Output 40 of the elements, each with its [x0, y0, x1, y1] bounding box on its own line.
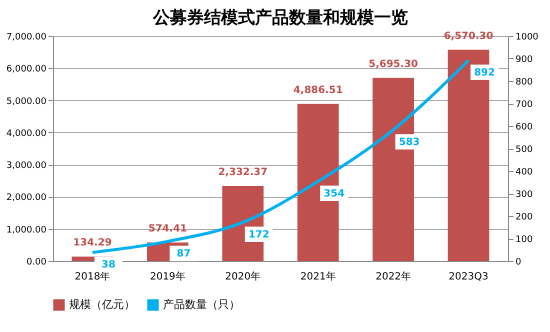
chart-title: 公募券结模式产品数量和规模一览 — [152, 8, 408, 28]
y2-tick-label: 0 — [516, 258, 522, 268]
y-tick-label: 5,000.00 — [6, 96, 47, 107]
y-tick-label: 0.00 — [26, 258, 47, 268]
data-label: 574.41 — [148, 224, 188, 235]
legend-label: 产品数量（只） — [163, 298, 240, 311]
y-tick-label: 1,000.00 — [6, 225, 47, 236]
y2-tick-label: 700 — [516, 100, 533, 110]
data-label: 38 — [102, 259, 116, 270]
y2-tick-label: 900 — [516, 55, 533, 65]
y2-tick-label: 800 — [516, 78, 533, 88]
y-tick-label: 6,000.00 — [6, 64, 47, 75]
data-label: 892 — [474, 67, 495, 78]
data-label: 354 — [324, 188, 345, 200]
y2-tick-label: 600 — [516, 122, 533, 132]
data-label: 4,886.51 — [293, 84, 343, 96]
y-tick-label: 7,000.00 — [6, 32, 47, 42]
data-label: 6,570.30 — [444, 30, 494, 42]
y2-tick-label: 500 — [516, 145, 533, 155]
data-label: 583 — [398, 136, 420, 148]
x-tick-label: 2019年 — [150, 270, 186, 282]
y2-tick-label: 200 — [516, 212, 533, 222]
y-tick-label: 4,000.00 — [6, 128, 47, 139]
y2-tick-label: 400 — [516, 168, 533, 178]
y-tick-label: 2,000.00 — [6, 193, 47, 204]
x-tick-label: 2020年 — [225, 270, 261, 282]
y-tick-label: 3,000.00 — [6, 161, 47, 172]
data-label: 2,332.37 — [218, 167, 268, 178]
x-tick-label: 2021年 — [300, 270, 336, 282]
data-label: 134.29 — [73, 238, 112, 249]
x-tick-label: 2023Q3 — [448, 272, 488, 282]
y2-tick-label: 100 — [516, 235, 533, 245]
x-tick-label: 2022年 — [376, 270, 412, 282]
legend-label: 规模（亿元） — [69, 298, 135, 311]
data-label: 172 — [248, 229, 270, 240]
x-tick-label: 2018年 — [74, 270, 110, 282]
data-label: 5,695.30 — [368, 58, 418, 70]
y2-tick-label: 1000 — [516, 32, 539, 42]
y2-tick-label: 300 — [516, 190, 533, 200]
data-label: 87 — [176, 248, 191, 260]
